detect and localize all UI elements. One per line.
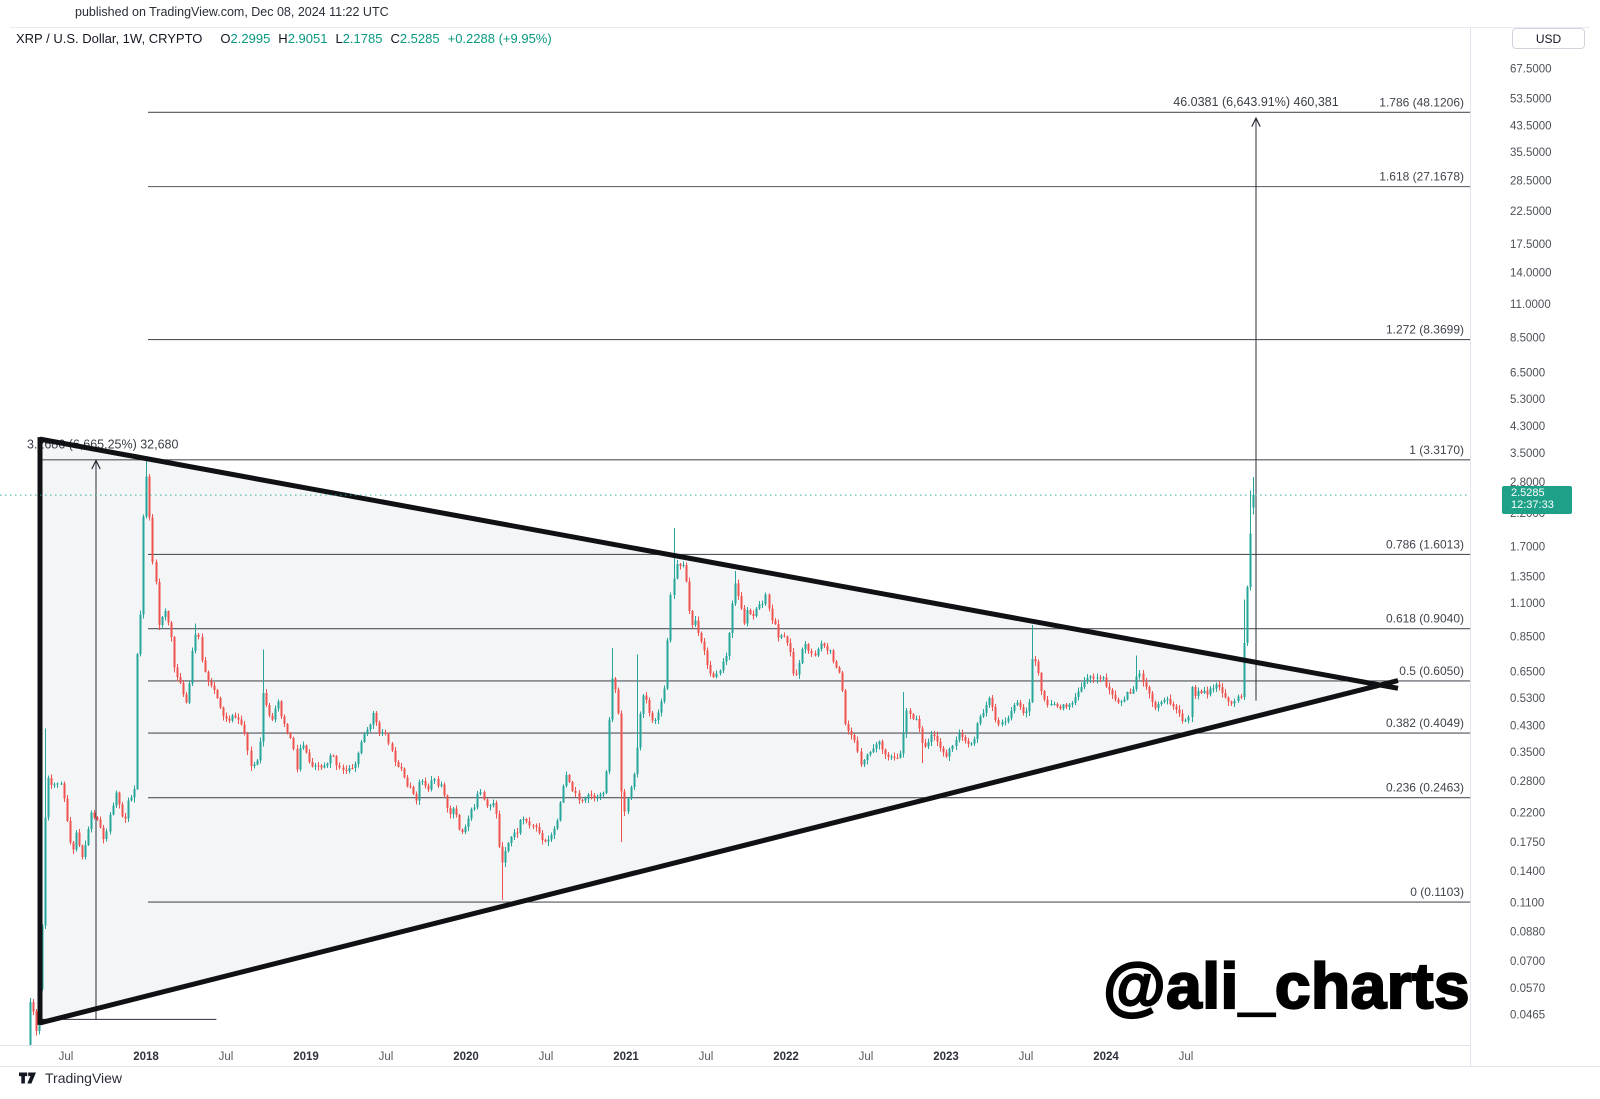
fib-level-label: 0.236 (0.2463) <box>1386 781 1464 795</box>
price-tick-label: 0.6500 <box>1510 667 1545 679</box>
time-tick-label: 2018 <box>133 1051 159 1063</box>
symbol-legend[interactable]: XRP / U.S. Dollar, 1W, CRYPTO O2.2995 H2.9… <box>16 31 552 46</box>
time-tick-label: Jul <box>379 1051 394 1063</box>
fib-extension-levels[interactable]: 1.786 (48.1206) 1.618 (27.1678) 1.272 (8.3… <box>42 95 1470 903</box>
price-tick-label: 35.5000 <box>1510 147 1552 159</box>
price-tick-label: 3.5000 <box>1510 448 1545 460</box>
price-tick-label: 0.1750 <box>1510 837 1545 849</box>
price-tick-label: 0.1400 <box>1510 866 1545 878</box>
time-tick-label: 2024 <box>1093 1051 1119 1063</box>
price-tick-label: 0.0570 <box>1510 983 1545 995</box>
time-tick-label: 2023 <box>933 1051 959 1063</box>
time-tick-label: Jul <box>699 1051 714 1063</box>
open-label: O <box>220 31 231 46</box>
change-value: +0.2288 (+9.95%) <box>447 31 552 46</box>
price-tick-label: 67.5000 <box>1510 63 1552 75</box>
time-tick-label: Jul <box>539 1051 554 1063</box>
price-tick-label: 0.4300 <box>1510 720 1545 732</box>
price-tick-label: 1.1000 <box>1510 598 1545 610</box>
current-price-badge[interactable]: 2.5285 12:37:33 <box>1502 486 1572 514</box>
price-tick-label: 11.0000 <box>1510 299 1551 311</box>
price-tick-label: 5.3000 <box>1510 394 1545 406</box>
tradingview-attribution[interactable]: TradingView <box>18 1068 122 1087</box>
time-tick-label: Jul <box>1179 1051 1194 1063</box>
symbol-title: XRP / U.S. Dollar, 1W, CRYPTO <box>16 31 203 46</box>
arrow-up-icon <box>1251 116 1261 127</box>
price-tick-label: 0.8500 <box>1510 632 1545 644</box>
time-tick-label: Jul <box>859 1051 874 1063</box>
fib-level-label: 0 (0.1103) <box>1410 885 1464 899</box>
triangle-pattern-fill[interactable] <box>40 439 1380 1023</box>
time-tick-label: 2020 <box>453 1051 479 1063</box>
close-label: C <box>390 31 400 46</box>
fib-level-label: 1.618 (27.1678) <box>1379 170 1464 184</box>
price-tick-label: 28.5000 <box>1510 175 1552 187</box>
fib-level-label: 0.786 (1.6013) <box>1386 537 1464 551</box>
fib-level-label: 0.5 (0.6050) <box>1399 664 1464 678</box>
price-tick-label: 53.5000 <box>1510 94 1552 106</box>
price-tick-label: 0.0880 <box>1510 926 1545 938</box>
price-tick-label: 0.0700 <box>1510 956 1545 968</box>
tradingview-attribution-label: TradingView <box>45 1069 123 1086</box>
fib-level-label: 1 (3.3170) <box>1409 443 1464 457</box>
high-value: 2.9051 <box>287 31 328 46</box>
time-tick-label: Jul <box>1019 1051 1034 1063</box>
price-tick-label: 0.2200 <box>1510 807 1545 819</box>
tradingview-logo-icon <box>18 1068 37 1087</box>
low-label: L <box>335 31 343 46</box>
price-tick-label: 2.8000 <box>1510 477 1545 489</box>
triangle-pattern-lines[interactable] <box>37 436 1399 1026</box>
price-tick-label: 17.5000 <box>1510 239 1552 251</box>
fib-level-label: 0.618 (0.9040) <box>1386 612 1464 626</box>
price-tick-label: 6.5000 <box>1510 367 1545 379</box>
price-tick-label: 43.5000 <box>1510 120 1552 132</box>
price-tick-label: 22.5000 <box>1510 206 1552 218</box>
author-watermark: @ali_charts <box>1102 950 1470 1022</box>
price-tick-label: 0.1100 <box>1510 897 1544 909</box>
time-tick-label: Jul <box>59 1051 74 1063</box>
arrow-up-icon <box>91 459 101 470</box>
price-tick-label: 0.5300 <box>1510 693 1545 705</box>
price-tick-label: 0.2800 <box>1510 776 1545 788</box>
price-axis[interactable]: 67.5000 53.5000 43.5000 35.5000 28.5000 22.50… <box>1510 63 1552 1021</box>
measure-right-label: 46.0381 (6,643.91%) 460,381 <box>1173 95 1338 109</box>
time-axis[interactable]: Jul 2018 Jul 2019 Jul 2020 Jul 2021 Jul 2022 Jul 20… <box>59 1051 1194 1063</box>
triangle-upper-trendline[interactable] <box>39 436 1399 691</box>
price-range-measurements[interactable]: 3.2686 (6,665.25%) 32,680 46.0381 (6,643.… <box>27 95 1339 1020</box>
fib-level-label: 1.272 (8.3699) <box>1386 323 1464 337</box>
price-tick-label: 4.3000 <box>1510 421 1545 433</box>
fib-level-label: 1.786 (48.1206) <box>1379 95 1464 109</box>
close-value: 2.5285 <box>399 31 440 46</box>
fib-level-label: 0.382 (0.4049) <box>1386 716 1464 730</box>
price-tick-label: 1.7000 <box>1510 542 1545 554</box>
current-price-value: 2.5285 <box>1511 487 1545 499</box>
bar-countdown-timer: 12:37:33 <box>1511 498 1554 511</box>
price-tick-label: 8.5000 <box>1510 333 1545 345</box>
triangle-lower-trendline[interactable] <box>39 678 1399 1026</box>
currency-toggle-button[interactable]: USD <box>1512 28 1585 49</box>
candlesticks <box>29 460 1255 1045</box>
price-tick-label: 14.0000 <box>1510 268 1552 280</box>
time-tick-label: Jul <box>219 1051 234 1063</box>
price-tick-label: 0.3500 <box>1510 747 1545 759</box>
open-value: 2.2995 <box>230 31 271 46</box>
time-tick-label: 2021 <box>613 1051 639 1063</box>
measure-left-label: 3.2686 (6,665.25%) 32,680 <box>27 437 179 451</box>
price-tick-label: 1.3500 <box>1510 572 1545 584</box>
high-label: H <box>278 31 288 46</box>
time-tick-label: 2022 <box>773 1051 799 1063</box>
low-value: 2.1785 <box>342 31 383 46</box>
price-tick-label: 0.0465 <box>1510 1009 1545 1021</box>
time-tick-label: 2019 <box>293 1051 319 1063</box>
published-bar: published on TradingView.com, Dec 08, 20… <box>75 5 389 19</box>
